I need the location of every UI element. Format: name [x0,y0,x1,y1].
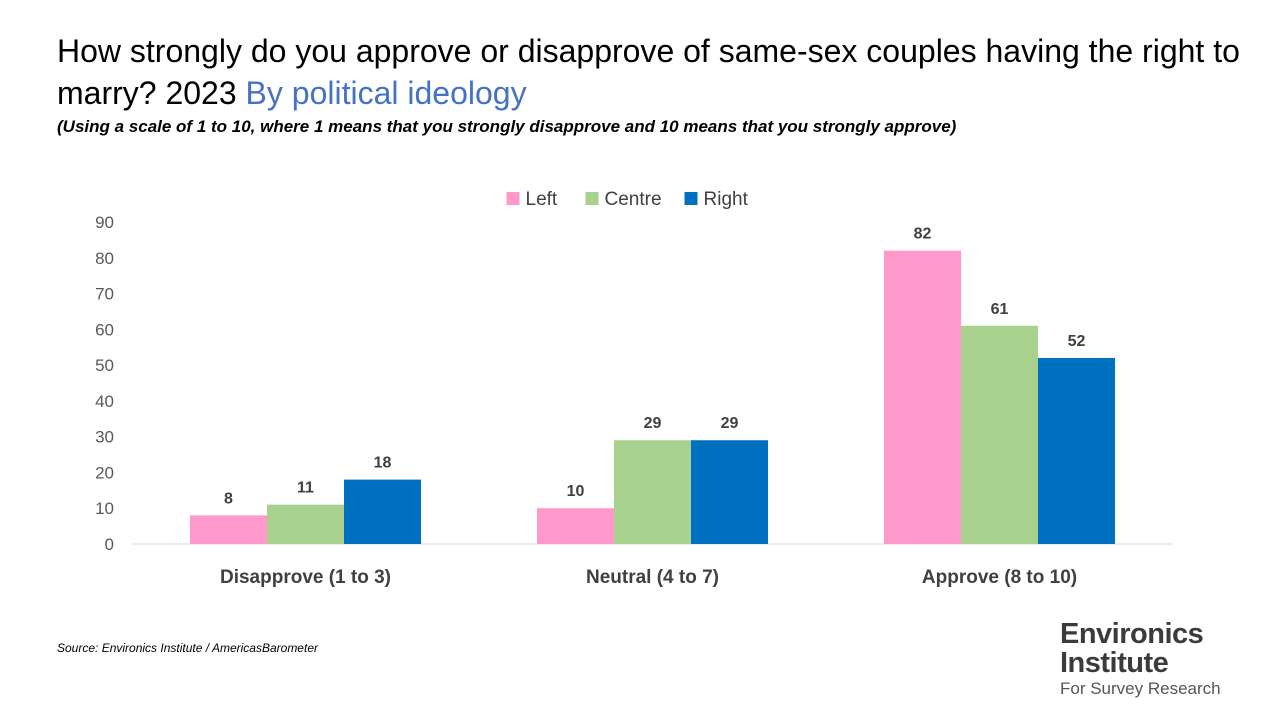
data-label: 8 [224,490,233,507]
y-tick-label: 90 [95,213,114,232]
y-tick-label: 20 [95,463,114,482]
bar-left [190,515,267,544]
bar-left [537,508,614,544]
y-tick-label: 0 [105,535,114,554]
x-tick-label: Approve (8 to 10) [922,567,1077,588]
bar-left [884,250,961,544]
data-label: 18 [374,455,392,472]
x-tick-label: Disapprove (1 to 3) [220,567,391,588]
legend-swatch-right [684,192,698,205]
y-tick-label: 40 [95,392,114,411]
bar-right [691,440,768,544]
source-note: Source: Environics Institute / AmericasB… [57,641,318,655]
data-label: 61 [991,301,1009,318]
data-label: 52 [1068,333,1086,350]
bar-centre [614,440,691,544]
data-label: 10 [567,483,585,500]
y-tick-label: 30 [95,428,114,447]
legend-label: Left [526,189,558,210]
environics-logo: Environics Institute For Survey Research [1060,618,1221,698]
logo-line-2: Institute [1060,647,1169,679]
y-tick-label: 10 [95,499,114,518]
legend-label: Right [704,189,749,210]
y-tick-label: 80 [95,249,114,268]
chart-title-main: How strongly do you approve or disapprov… [57,33,1240,111]
chart-title: How strongly do you approve or disapprov… [57,30,1257,114]
logo-line-1: Environics [1060,618,1204,650]
legend-label: Centre [605,189,662,210]
bar-right [1038,357,1115,544]
y-tick-label: 50 [95,356,114,375]
y-tick-label: 60 [95,320,114,339]
chart-title-accent: By political ideology [245,75,527,111]
data-label: 11 [297,480,314,497]
legend-swatch-centre [585,192,599,205]
bar-right [344,479,421,544]
bar-centre [267,504,344,544]
legend-swatch-left [506,192,520,205]
data-label: 29 [721,415,739,432]
chart-subtitle: (Using a scale of 1 to 10, where 1 means… [57,117,957,136]
x-tick-label: Neutral (4 to 7) [586,567,719,588]
logo-line-3: For Survey Research [1060,679,1221,698]
bar-centre [961,325,1038,544]
data-label: 82 [914,226,932,243]
data-label: 29 [644,415,662,432]
y-tick-label: 70 [95,285,114,304]
